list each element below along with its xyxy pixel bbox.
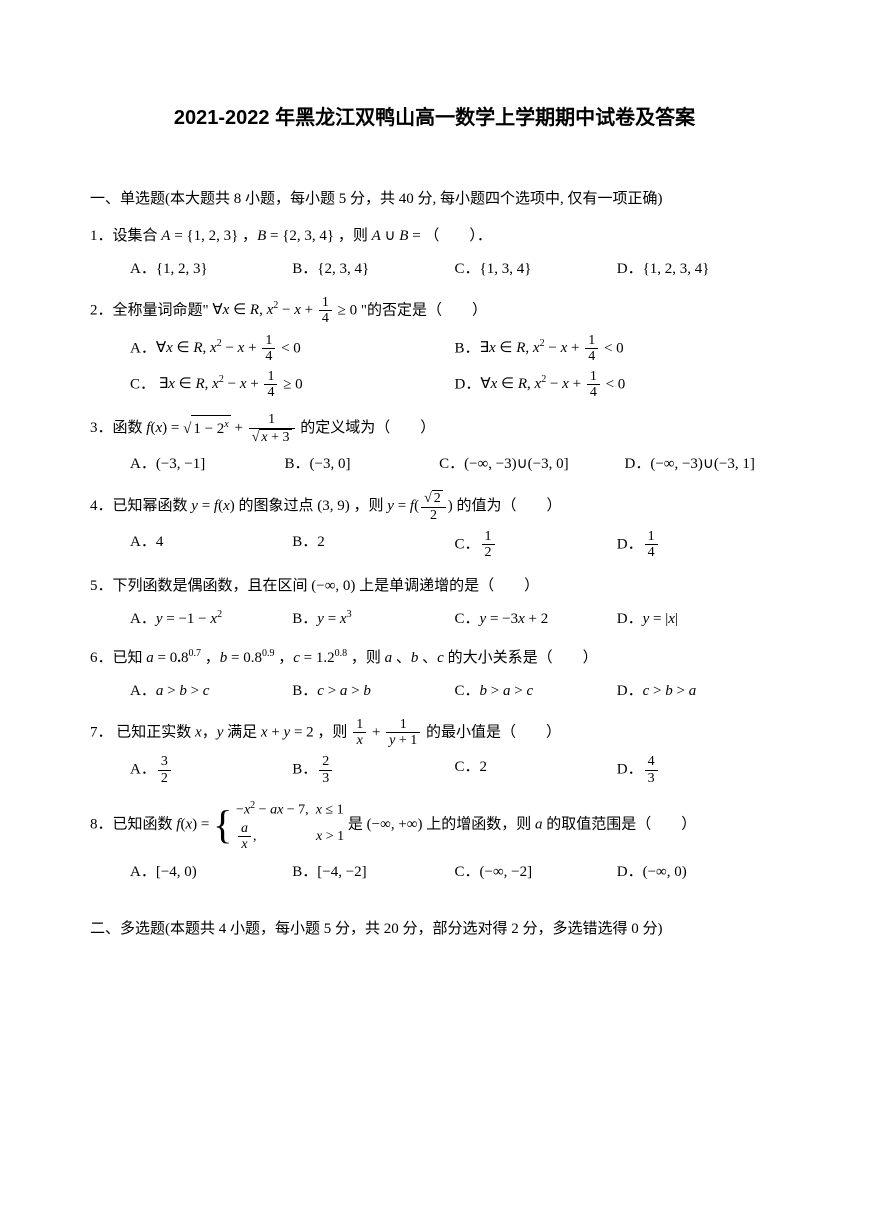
q5-text: 5．下列函数是偶函数，且在区间 (−∞, 0) 上是单调递增的是（ ）	[90, 573, 779, 600]
question-6: 6．已知 a = 0.80.7 ，b = 0.80.9 ，c = 1.20.8 …	[90, 645, 779, 705]
q8-opt-c: C．(−∞, −2]	[455, 859, 617, 886]
q5-opt-d: D．y = |x|	[617, 606, 779, 633]
section-1-header: 一、单选题(本大题共 8 小题，每小题 5 分，共 40 分, 每小题四个选项中…	[90, 186, 779, 213]
q6-opt-c: C．b > a > c	[455, 678, 617, 705]
q4-opt-b: B．2	[292, 529, 454, 561]
q4-text: 4．已知幂函数 y = f(x) 的图象过点 (3, 9) ，则 y = f(√…	[90, 490, 779, 523]
q2-opt-d: D．∀x ∈ R, x2 − x + 14 < 0	[455, 369, 780, 401]
q4-opt-c: C．12	[455, 529, 617, 561]
question-7: 7． 已知正实数 x，y 满足 x + y = 2 ，则 1x + 1y + 1…	[90, 717, 779, 787]
q2-opt-a: A．∀x ∈ R, x2 − x + 14 < 0	[130, 333, 455, 365]
q6-options: A．a > b > c B．c > a > b C．b > a > c D．c …	[90, 678, 779, 705]
q7-opt-d: D．43	[617, 754, 779, 786]
q1-options: A．{1, 2, 3} B．{2, 3, 4} C．{1, 3, 4} D．{1…	[90, 256, 779, 283]
q6-opt-b: B．c > a > b	[292, 678, 454, 705]
q3-opt-b: B．(−3, 0]	[285, 451, 440, 478]
q2-options-row1: A．∀x ∈ R, x2 − x + 14 < 0 B．∃x ∈ R, x2 −…	[90, 333, 779, 365]
q4-opt-d: D．14	[617, 529, 779, 561]
q5-opt-c: C．y = −3x + 2	[455, 606, 617, 633]
q3-options: A．(−3, −1] B．(−3, 0] C．(−∞, −3)∪(−3, 0] …	[90, 451, 779, 478]
q1-opt-b: B．{2, 3, 4}	[292, 256, 454, 283]
question-8: 8．已知函数 f(x) = { −x2 − ax − 7, x ≤ 1 ax, …	[90, 798, 779, 885]
q1-opt-d: D．{1, 2, 3, 4}	[617, 256, 779, 283]
question-4: 4．已知幂函数 y = f(x) 的图象过点 (3, 9) ，则 y = f(√…	[90, 490, 779, 561]
q8-text: 8．已知函数 f(x) = { −x2 − ax − 7, x ≤ 1 ax, …	[90, 798, 779, 852]
q5-opt-a: A．y = −1 − x2	[130, 606, 292, 633]
q8-opt-d: D．(−∞, 0)	[617, 859, 779, 886]
q3-text: 3．函数 f(x) = √1 − 2x + 1√x + 3 的定义域为（ ）	[90, 412, 779, 445]
question-2: 2．全称量词命题" ∀x ∈ R, x2 − x + 14 ≥ 0 "的否定是（…	[90, 295, 779, 400]
q2-text: 2．全称量词命题" ∀x ∈ R, x2 − x + 14 ≥ 0 "的否定是（…	[90, 295, 779, 327]
exam-title: 2021-2022 年黑龙江双鸭山高一数学上学期期中试卷及答案	[90, 100, 779, 136]
q1-text: 1．设集合 A = {1, 2, 3} ，B = {2, 3, 4} ，则 A …	[90, 223, 779, 250]
q2-opt-b: B．∃x ∈ R, x2 − x + 14 < 0	[455, 333, 780, 365]
q3-opt-d: D．(−∞, −3)∪(−3, 1]	[624, 451, 779, 478]
q2-options-row2: C． ∃x ∈ R, x2 − x + 14 ≥ 0 D．∀x ∈ R, x2 …	[90, 369, 779, 401]
q7-options: A．32 B．23 C．2 D．43	[90, 754, 779, 786]
q4-options: A．4 B．2 C．12 D．14	[90, 529, 779, 561]
q1-opt-c: C．{1, 3, 4}	[455, 256, 617, 283]
q7-opt-b: B．23	[292, 754, 454, 786]
question-5: 5．下列函数是偶函数，且在区间 (−∞, 0) 上是单调递增的是（ ） A．y …	[90, 573, 779, 633]
q8-options: A．[−4, 0) B．[−4, −2] C．(−∞, −2] D．(−∞, 0…	[90, 859, 779, 886]
question-3: 3．函数 f(x) = √1 − 2x + 1√x + 3 的定义域为（ ） A…	[90, 412, 779, 478]
q2-opt-c: C． ∃x ∈ R, x2 − x + 14 ≥ 0	[130, 369, 455, 401]
q6-text: 6．已知 a = 0.80.7 ，b = 0.80.9 ，c = 1.20.8 …	[90, 645, 779, 672]
q7-opt-c: C．2	[455, 754, 617, 786]
q8-opt-a: A．[−4, 0)	[130, 859, 292, 886]
q5-options: A．y = −1 − x2 B．y = x3 C．y = −3x + 2 D．y…	[90, 606, 779, 633]
q3-opt-c: C．(−∞, −3)∪(−3, 0]	[439, 451, 624, 478]
q7-opt-a: A．32	[130, 754, 292, 786]
q3-opt-a: A．(−3, −1]	[130, 451, 285, 478]
section-2-header: 二、多选题(本题共 4 小题，每小题 5 分，共 20 分，部分选对得 2 分，…	[90, 916, 779, 943]
q6-opt-d: D．c > b > a	[617, 678, 779, 705]
q1-opt-a: A．{1, 2, 3}	[130, 256, 292, 283]
q7-text: 7． 已知正实数 x，y 满足 x + y = 2 ，则 1x + 1y + 1…	[90, 717, 779, 749]
question-1: 1．设集合 A = {1, 2, 3} ，B = {2, 3, 4} ，则 A …	[90, 223, 779, 283]
q5-opt-b: B．y = x3	[292, 606, 454, 633]
q6-opt-a: A．a > b > c	[130, 678, 292, 705]
q4-opt-a: A．4	[130, 529, 292, 561]
q8-opt-b: B．[−4, −2]	[292, 859, 454, 886]
